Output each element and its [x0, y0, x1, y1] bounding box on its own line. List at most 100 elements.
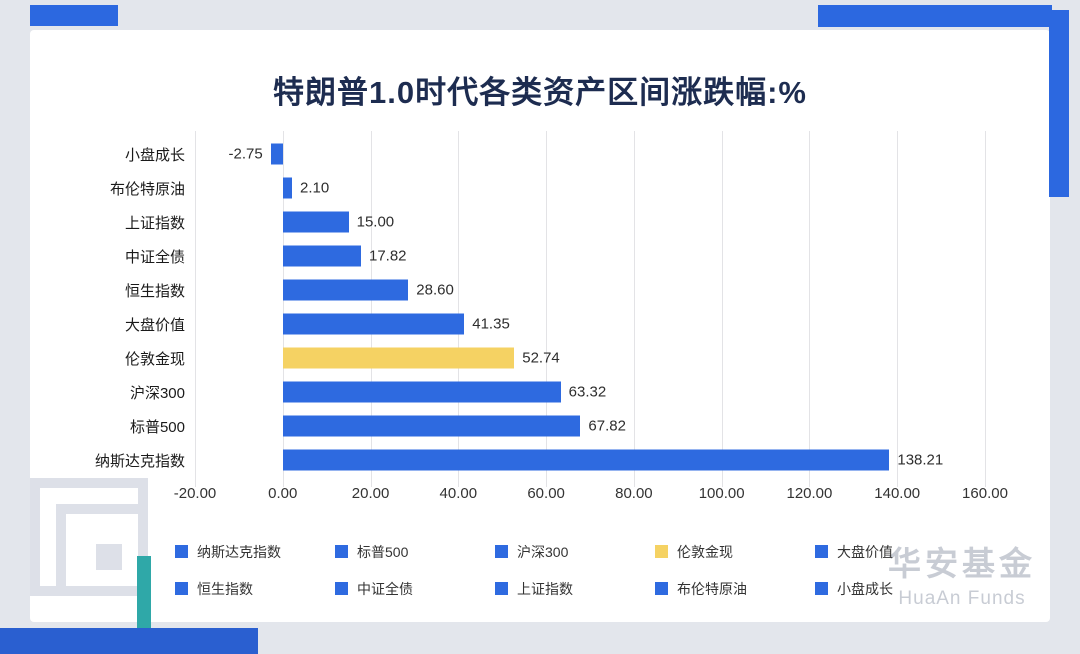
bar-track: 41.35: [195, 313, 985, 335]
bar-track: 138.21: [195, 449, 985, 471]
value-label: 63.32: [568, 383, 607, 401]
category-label: 布伦特原油: [109, 180, 185, 198]
legend-item: 伦敦金现: [655, 533, 815, 570]
gridline: [721, 131, 723, 487]
value-label: 67.82: [588, 417, 626, 435]
gridline: [458, 131, 460, 487]
value-label: 2.10: [299, 179, 330, 197]
x-tick-label: 120.00: [786, 485, 833, 502]
legend-label: 纳斯达克指数: [197, 543, 281, 560]
deco-right-vertical-bar: [1049, 10, 1069, 197]
gridline: [282, 131, 284, 487]
bar: [282, 177, 292, 199]
chart-row: 纳斯达克指数 138.21: [30, 443, 1050, 477]
value-label: -2.75: [228, 145, 263, 163]
value-label: 138.21: [897, 451, 944, 469]
legend-swatch: [175, 582, 188, 595]
x-tick-label: 40.00: [439, 485, 478, 502]
chart-row: 布伦特原油 2.10: [30, 171, 1050, 205]
deco-filled-square-small: [96, 544, 122, 570]
bar: [282, 313, 465, 335]
legend-item: 标普500: [335, 533, 495, 570]
chart-row: 小盘成长 -2.75: [30, 137, 1050, 171]
watermark: 华安基金 HuaAn Funds: [888, 537, 1036, 610]
legend: 纳斯达克指数 标普500 沪深300 伦敦金现 大盘价值恒生指数 中证全债 上证指数 布伦特原…: [175, 533, 1050, 607]
bar-track: 17.82: [195, 245, 985, 267]
legend-item: 上证指数: [495, 570, 655, 607]
legend-swatch: [335, 582, 348, 595]
x-tick-label: -20.00: [173, 485, 217, 502]
deco-teal-bar: [137, 556, 151, 628]
bar-track: -2.75: [195, 143, 985, 165]
legend-item: 布伦特原油: [655, 570, 815, 607]
watermark-en-text: HuaAn Funds: [898, 588, 1026, 609]
legend-label: 小盘成长: [837, 580, 893, 597]
legend-item: 小盘成长: [815, 570, 975, 607]
chart-row: 大盘价值 41.35: [30, 307, 1050, 341]
x-tick-label: 20.00: [351, 485, 390, 502]
legend-swatch: [175, 545, 188, 558]
category-label: 大盘价值: [124, 316, 185, 334]
legend-label: 沪深300: [517, 543, 569, 560]
value-label: 28.60: [416, 281, 454, 299]
value-label: 15.00: [356, 213, 395, 231]
value-label: 17.82: [368, 247, 407, 265]
legend-swatch: [655, 582, 668, 595]
chart-rows: 小盘成长 -2.75 布伦特原油 2.10 上证指数 15.00 中证全债 17.82 恒生指数…: [30, 137, 1050, 477]
x-tick-label: 0.00: [268, 485, 298, 502]
chart-row: 中证全债 17.82: [30, 239, 1050, 273]
legend-label: 大盘价值: [837, 543, 893, 560]
legend-item: 大盘价值: [815, 533, 975, 570]
legend-swatch: [335, 545, 348, 558]
gridline: [985, 131, 986, 487]
gridline: [195, 131, 196, 487]
x-tick-label: 160.00: [962, 485, 1008, 502]
legend-item: 中证全债: [335, 570, 495, 607]
bar: [282, 449, 890, 471]
bar-track: 67.82: [195, 415, 985, 437]
chart-title: 特朗普1.0时代各类资产区间涨跌幅:%: [273, 75, 807, 110]
chart-row: 沪深300 63.32: [30, 375, 1050, 409]
legend-item: 沪深300: [495, 533, 655, 570]
bar: [282, 381, 561, 403]
legend-label: 标普500: [357, 543, 409, 560]
bar-track: 15.00: [195, 211, 985, 233]
gridline: [370, 131, 372, 487]
x-tick-label: 60.00: [527, 485, 565, 502]
bar: [270, 143, 283, 165]
category-label: 小盘成长: [124, 146, 185, 164]
x-tick-label: 140.00: [874, 485, 921, 502]
bar-track: 52.74: [195, 347, 985, 369]
legend-label: 布伦特原油: [677, 580, 747, 597]
deco-top-left-bar: [30, 5, 118, 26]
legend-item: 纳斯达克指数: [175, 533, 335, 570]
bar: [282, 279, 409, 301]
category-label: 标普500: [129, 418, 185, 436]
chart-row: 恒生指数 28.60: [30, 273, 1050, 307]
watermark-cn-text: 华安基金: [888, 545, 1036, 582]
legend-label: 伦敦金现: [677, 543, 733, 560]
category-label: 沪深300: [129, 384, 185, 402]
chart-body: 小盘成长 -2.75 布伦特原油 2.10 上证指数 15.00 中证全债 17.82 恒生指数…: [30, 131, 1050, 487]
gridline: [897, 131, 899, 487]
chart-row: 标普500 67.82: [30, 409, 1050, 443]
deco-outline-square-medium: [56, 504, 148, 596]
chart-row: 上证指数 15.00: [30, 205, 1050, 239]
legend-swatch: [815, 582, 828, 595]
category-label: 中证全债: [124, 248, 185, 266]
gridline: [809, 131, 811, 487]
category-label: 恒生指数: [124, 282, 185, 300]
value-label: 52.74: [522, 349, 560, 367]
x-axis-ticks: -20.00 0.00 20.00 40.00 60.00 80.00 100.00 120.…: [174, 477, 1008, 507]
legend-swatch: [655, 545, 668, 558]
x-tick-label: 100.00: [698, 485, 745, 502]
category-label: 伦敦金现: [124, 350, 185, 368]
bar: [282, 415, 581, 437]
bar: [282, 245, 361, 267]
deco-top-right-bar: [818, 5, 1052, 27]
legend-swatch: [495, 545, 508, 558]
bar-track: 2.10: [195, 177, 985, 199]
gridlines: [195, 131, 986, 487]
gridline: [633, 131, 635, 487]
legend-item: 恒生指数: [175, 570, 335, 607]
